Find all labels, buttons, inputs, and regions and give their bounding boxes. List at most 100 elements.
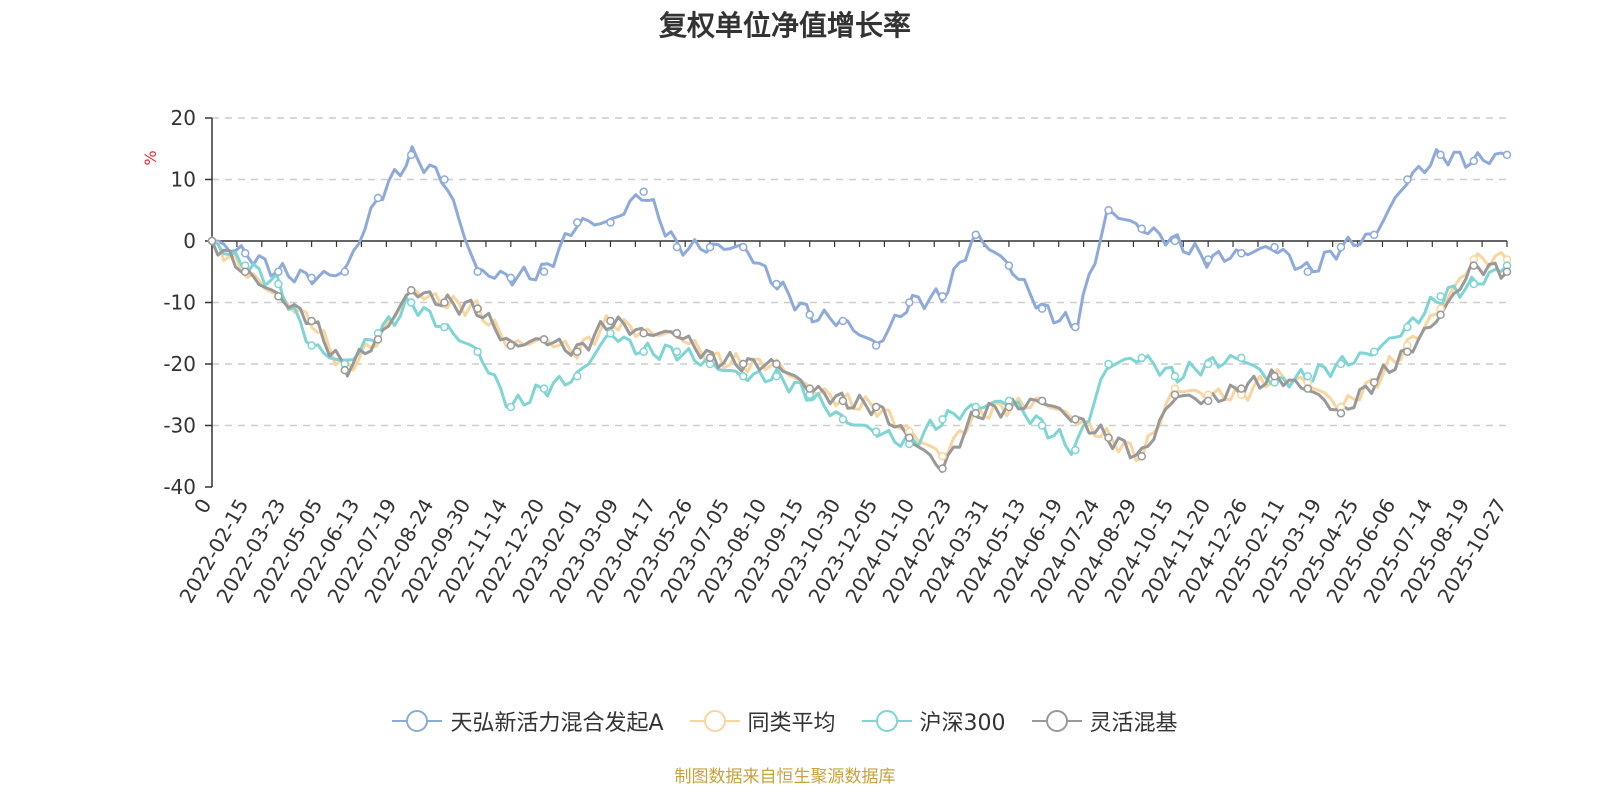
data-point (473, 267, 482, 276)
data-point (1137, 353, 1146, 363)
data-point (1170, 390, 1180, 399)
y-tick-label: -30 (163, 414, 196, 438)
data-point (1403, 175, 1412, 184)
data-point (1203, 255, 1213, 264)
data-point (1037, 396, 1047, 406)
legend-label: 灵活混基 (1089, 711, 1178, 736)
data-point (1270, 242, 1279, 252)
legend-item[interactable]: 沪深300 (861, 705, 1006, 737)
data-point (1502, 267, 1512, 276)
legend-item[interactable]: 天弘新活力混合发起A (392, 705, 664, 737)
data-point (838, 415, 848, 424)
series-line (211, 239, 1509, 456)
data-point (1104, 206, 1113, 215)
data-point (871, 427, 881, 436)
data-point (871, 402, 881, 412)
data-point (871, 341, 881, 350)
data-point (406, 285, 416, 295)
data-point (1270, 372, 1279, 381)
data-point (539, 384, 549, 393)
data-point (1502, 150, 1512, 160)
data-point (1369, 378, 1379, 387)
data-point (938, 464, 947, 473)
data-point (1071, 415, 1080, 424)
data-point (1071, 445, 1080, 455)
data-point (1336, 359, 1346, 369)
data-point (838, 396, 848, 406)
data-point (739, 372, 748, 381)
data-point (1436, 292, 1445, 301)
data-point (473, 304, 482, 313)
data-point (1403, 347, 1412, 356)
y-axis-ticks: -40 -30 -20 -10 0 10 20 (163, 106, 212, 499)
legend-item[interactable]: 灵活混基 (1031, 705, 1178, 737)
data-point (739, 359, 748, 369)
legend-item[interactable]: 同类平均 (689, 705, 836, 737)
legend-swatch-icon (1031, 710, 1082, 732)
data-point (1469, 279, 1479, 289)
data-point (440, 298, 449, 307)
data-point (606, 218, 615, 227)
y-tick-label: 10 (171, 168, 196, 192)
data-point (506, 341, 516, 350)
data-point (573, 347, 582, 356)
legend-label: 沪深300 (919, 711, 1006, 736)
data-point (1403, 322, 1412, 332)
data-point (705, 353, 715, 363)
data-point (772, 279, 781, 289)
data-point (1469, 156, 1479, 166)
data-point (406, 150, 416, 160)
data-point (1436, 150, 1445, 160)
data-point (639, 347, 648, 356)
data-point (838, 316, 848, 326)
legend-label: 同类平均 (747, 711, 836, 736)
x-tick-label: 0 (189, 495, 216, 518)
data-point (938, 415, 947, 424)
y-tick-label: 0 (183, 229, 196, 253)
y-tick-label: -20 (163, 352, 196, 376)
data-point (506, 402, 516, 412)
x-axis-ticks: 02022-02-152022-03-232022-05-052022-06-1… (174, 241, 1511, 607)
gridlines (212, 117, 1507, 427)
data-point (440, 175, 449, 184)
legend-swatch-icon (392, 710, 443, 732)
data-point (1137, 452, 1146, 461)
data-point (1436, 310, 1445, 320)
series-lines (210, 145, 1509, 473)
data-point (1336, 408, 1346, 418)
data-point (1071, 322, 1080, 332)
y-tick-label: -40 (163, 475, 196, 499)
data-point (1369, 347, 1379, 356)
data-point (539, 267, 549, 276)
data-point (274, 292, 283, 301)
y-tick-label: -10 (163, 291, 196, 315)
y-axis-unit: % (141, 150, 160, 165)
legend-swatch-icon (861, 710, 912, 732)
source-note: 制图数据来自恒生聚源数据库 (674, 767, 896, 787)
data-point (639, 187, 648, 197)
data-point (240, 249, 250, 258)
data-point (1237, 249, 1246, 258)
data-point (772, 359, 781, 369)
chart-plot-area: -40 -30 -20 -10 0 10 20 02022-02-152022-03-232… (141, 106, 1512, 607)
data-point (938, 292, 947, 301)
data-point (639, 329, 648, 338)
data-point (1004, 261, 1014, 270)
data-point (1469, 261, 1479, 270)
data-point (971, 230, 980, 240)
data-point (573, 218, 582, 227)
data-point (1037, 421, 1047, 430)
data-point (1037, 304, 1047, 313)
data-point (1303, 267, 1313, 276)
data-point (1104, 433, 1113, 443)
data-point (506, 273, 516, 283)
data-point (705, 242, 715, 252)
legend: 天弘新活力混合发起A 同类平均 沪深300 灵活混基 (0, 705, 1570, 737)
data-point (1203, 396, 1213, 406)
data-point (672, 242, 682, 252)
data-point (971, 408, 980, 418)
data-point (1237, 384, 1246, 393)
data-point (373, 335, 383, 344)
data-point (340, 365, 350, 375)
data-point (1170, 372, 1180, 381)
